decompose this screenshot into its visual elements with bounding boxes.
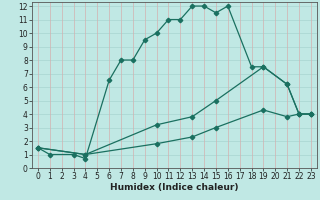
X-axis label: Humidex (Indice chaleur): Humidex (Indice chaleur): [110, 183, 239, 192]
